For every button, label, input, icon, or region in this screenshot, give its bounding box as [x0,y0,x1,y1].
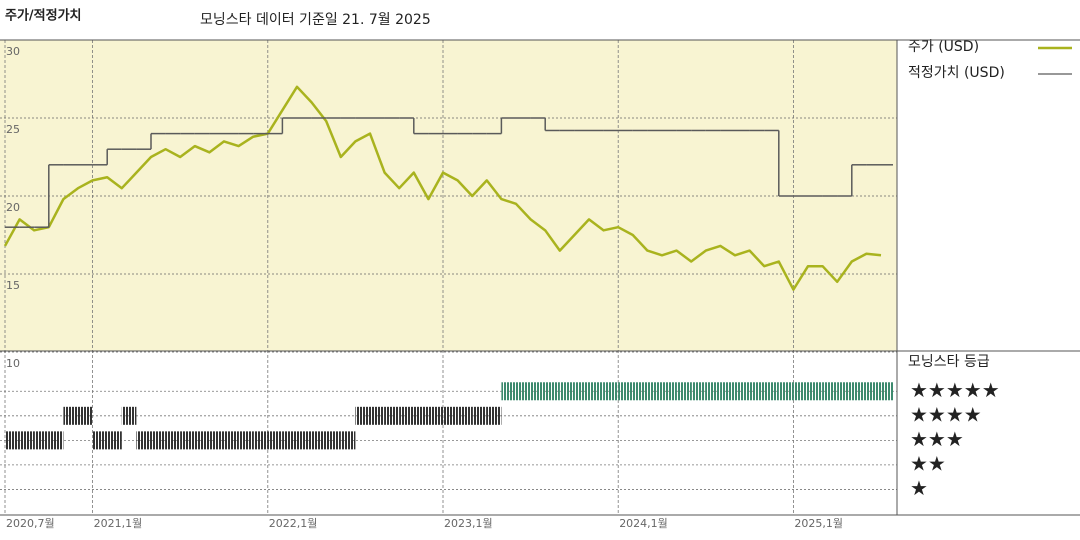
rating-bar [136,431,151,450]
rating-bar [545,382,560,401]
rating-bar [165,431,181,450]
rating-bar [881,382,893,401]
rating-bar [355,406,370,425]
rating-bar [399,406,414,425]
y-tick-label: 15 [6,279,20,292]
chart-subtitle: 모닝스타 데이터 기준일 21. 7월 2025 [200,12,431,28]
rating-bar [282,431,297,450]
rating-bar [428,406,443,425]
rating-bar [413,406,429,425]
rating-bar [267,431,283,450]
rating-label: ★★★★★ [910,378,1000,402]
rating-bar [209,431,224,450]
rating-bar [676,382,692,401]
rating-bar [720,382,735,401]
rating-bar [764,382,779,401]
y-tick-label: 20 [6,201,20,214]
rating-bar [501,382,516,401]
rating-bar [705,382,721,401]
rating-bar [224,431,239,450]
rating-bar [837,382,852,401]
rating-bar [48,431,64,450]
rating-bar [194,431,210,450]
rating-label: ★★★ [910,427,964,451]
rating-bar [151,431,166,450]
rating-bar [238,431,254,450]
rating-bar [793,382,808,401]
rating-bar [866,382,881,401]
x-tick-label: 2022,1월 [269,517,318,530]
rating-bar [822,382,838,401]
rating-bar [121,406,137,425]
rating-bar [662,382,677,401]
rating-label: ★★★★ [910,402,982,426]
rating-bar [253,431,268,450]
y-tick-label: 25 [6,123,20,136]
x-tick-label: 2025,1월 [794,517,843,530]
rating-bar [34,431,49,450]
x-tick-label: 2021,1월 [94,517,143,530]
rating-bar [311,431,327,450]
rating-bar [384,406,400,425]
rating-bar [749,382,765,401]
rating-bar [92,431,108,450]
y-tick-label: 30 [6,45,20,58]
rating-bar [589,382,604,401]
rating-label: ★★ [910,451,946,475]
y-tick-label: 10 [6,357,20,370]
rating-title: 모닝스타 등급 [908,354,990,370]
rating-bar [778,382,794,401]
rating-bar [457,406,473,425]
chart-title: 주가/적정가치 [5,8,82,24]
price-line [3,85,882,291]
rating-bar [370,406,385,425]
x-tick-label: 2024,1월 [619,517,668,530]
rating-bar [63,406,78,425]
rating-bar [19,431,35,450]
rating-bar [735,382,750,401]
rating-bar [574,382,589,401]
legend-label: 주가 (USD) [908,39,979,55]
rating-bar [180,431,195,450]
rating-bar [326,431,341,450]
rating-bar [808,382,823,401]
rating-bar [486,406,502,425]
rating-bar [340,431,356,450]
rating-bar [472,406,487,425]
rating-bar [443,406,458,425]
rating-bar [5,431,20,450]
rating-bar [78,406,93,425]
legend-label: 적정가치 (USD) [908,65,1005,81]
plot-background [0,40,897,351]
rating-bar [107,431,122,450]
x-tick-label: 2020,7월 [6,517,55,530]
x-tick-label: 2023,1월 [444,517,493,530]
rating-bar [530,382,546,401]
rating-bar [691,382,706,401]
rating-bar [559,382,575,401]
rating-bar [618,382,633,401]
rating-bar [603,382,619,401]
rating-bar [297,431,312,450]
rating-bar [516,382,531,401]
rating-bar [647,382,662,401]
rating-bar [851,382,867,401]
rating-label: ★ [910,476,928,500]
rating-bar [632,382,648,401]
